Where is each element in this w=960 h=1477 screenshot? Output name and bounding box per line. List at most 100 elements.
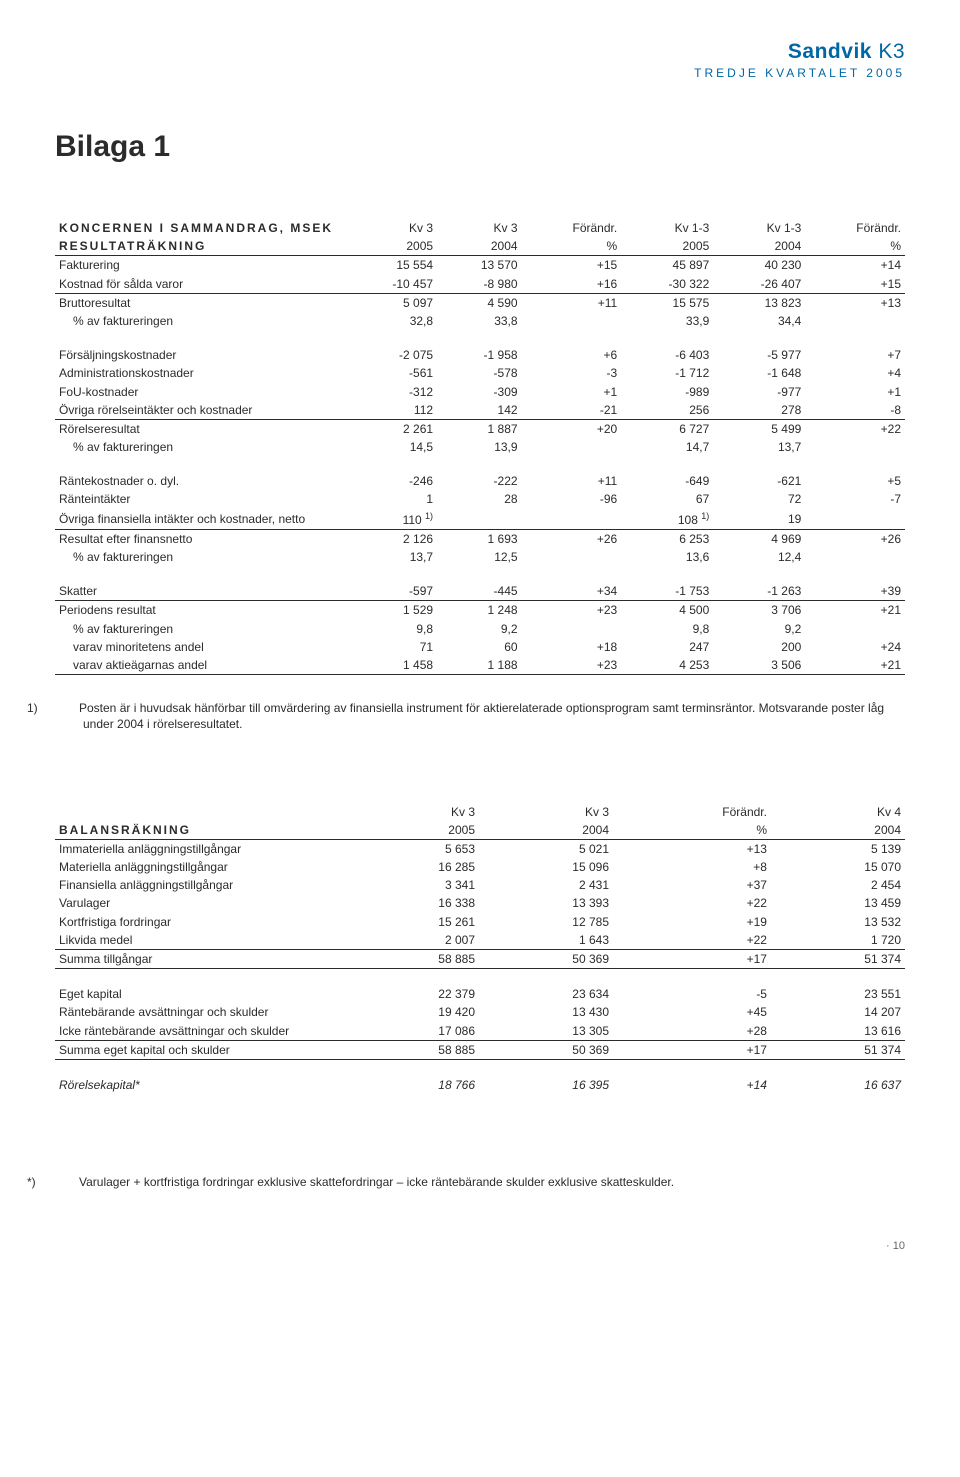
row-value: 23 634 [479,985,613,1003]
row-value: 5 653 [345,839,479,858]
row-value: -561 [345,364,437,382]
row-value [522,312,622,330]
row-value: 5 097 [345,293,437,312]
row-value: 33,8 [437,312,522,330]
row-value: 13,6 [621,548,713,566]
row-value: 13,7 [713,438,805,456]
row-value: 256 [621,401,713,420]
row-value: 2 126 [345,529,437,548]
row-value: -5 977 [713,346,805,364]
row-label: Finansiella anläggningstillgångar [55,876,345,894]
row-value: +19 [613,913,771,931]
row-value: 13 393 [479,894,613,912]
row-value: -1 753 [621,582,713,601]
row-value: 32,8 [345,312,437,330]
row-label: varav aktieägarnas andel [55,656,345,675]
row-value: -309 [437,383,522,401]
row-value: -578 [437,364,522,382]
row-value: -21 [522,401,622,420]
row-value: 28 [437,490,522,508]
row-value: +1 [805,383,905,401]
row-value: 12 785 [479,913,613,931]
row-label: Bruttoresultat [55,293,345,312]
row-value: -96 [522,490,622,508]
row-value: 2 454 [771,876,905,894]
row-value: 13 459 [771,894,905,912]
row-value: 1 887 [437,419,522,438]
row-value: +13 [805,293,905,312]
row-value: 14,7 [621,438,713,456]
row-value: 14 207 [771,1003,905,1021]
row-value: 13,7 [345,548,437,566]
row-value: 16 637 [771,1076,905,1094]
row-value: -1 263 [713,582,805,601]
row-value: 51 374 [771,950,905,969]
row-value: +45 [613,1003,771,1021]
row-value: +37 [613,876,771,894]
row-value: 13 616 [771,1022,905,1041]
row-label: % av faktureringen [55,438,345,456]
row-value: 71 [345,638,437,656]
row-value: 17 086 [345,1022,479,1041]
row-value: 19 [713,509,805,530]
brand-subtitle: TREDJE KVARTALET 2005 [55,66,905,80]
row-value: +17 [613,950,771,969]
row-value: 12,4 [713,548,805,566]
row-label: Rörelseresultat [55,419,345,438]
row-value: 51 374 [771,1040,905,1059]
row-value [805,438,905,456]
row-value: +7 [805,346,905,364]
row-value: +23 [522,601,622,620]
row-value: -246 [345,472,437,490]
row-label: Eget kapital [55,985,345,1003]
row-value: 4 500 [621,601,713,620]
row-value: -8 980 [437,275,522,294]
row-value: 2 007 [345,931,479,950]
row-value: -977 [713,383,805,401]
row-value: -621 [713,472,805,490]
row-value: +28 [613,1022,771,1041]
row-value: 2 431 [479,876,613,894]
row-label: varav minoritetens andel [55,638,345,656]
row-value: 1 458 [345,656,437,675]
row-value: 15 070 [771,858,905,876]
row-value: -26 407 [713,275,805,294]
row-value: 142 [437,401,522,420]
brand-code: K3 [878,40,905,63]
row-value: +14 [805,256,905,275]
row-value: 13 823 [713,293,805,312]
row-value: 13 305 [479,1022,613,1041]
row-value: +39 [805,582,905,601]
row-value: 112 [345,401,437,420]
row-value: 5 499 [713,419,805,438]
row-value: 1 [345,490,437,508]
row-label: Icke räntebärande avsättningar och skuld… [55,1022,345,1041]
row-value: -6 403 [621,346,713,364]
row-value: 22 379 [345,985,479,1003]
row-value: -1 648 [713,364,805,382]
row-value: 16 285 [345,858,479,876]
row-value: 13 532 [771,913,905,931]
row-value: 58 885 [345,950,479,969]
row-value: 15 096 [479,858,613,876]
row-label: Resultat efter finansnetto [55,529,345,548]
row-label: % av faktureringen [55,548,345,566]
row-value: 6 727 [621,419,713,438]
row-value: 247 [621,638,713,656]
row-value: -3 [522,364,622,382]
row-value: 9,8 [345,620,437,638]
row-value: -8 [805,401,905,420]
row-value: -2 075 [345,346,437,364]
row-value: -597 [345,582,437,601]
row-value: +21 [805,656,905,675]
row-value [522,620,622,638]
row-value: -7 [805,490,905,508]
row-value: 34,4 [713,312,805,330]
row-value: 16 395 [479,1076,613,1094]
row-value: 4 253 [621,656,713,675]
row-value: 12,5 [437,548,522,566]
row-label: Försäljningskostnader [55,346,345,364]
row-value: 13,9 [437,438,522,456]
brand-name: Sandvik [788,40,872,63]
row-label: Kortfristiga fordringar [55,913,345,931]
